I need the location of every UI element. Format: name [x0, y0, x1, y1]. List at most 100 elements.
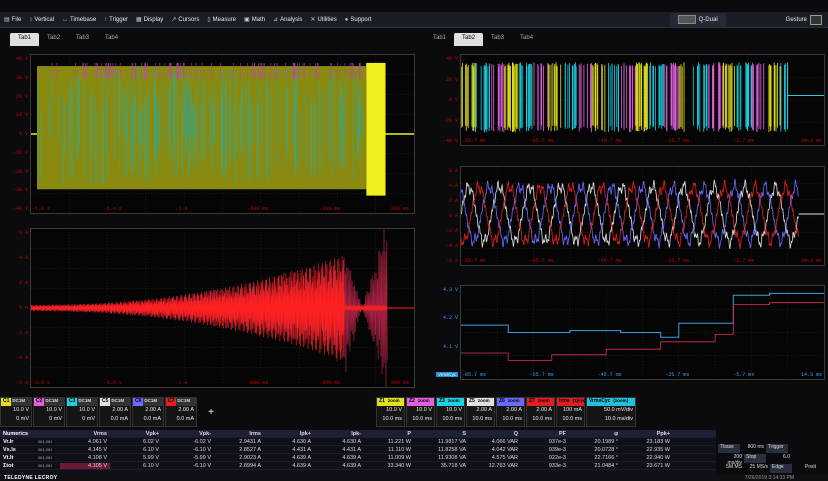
layout-label: Q-Dual	[699, 17, 718, 23]
table-cell: -6.10 V	[162, 447, 214, 453]
ltabs-tab-1[interactable]: Tab1	[10, 33, 39, 46]
rtabs-tab-4[interactable]: Tab4	[512, 33, 541, 46]
channel-header: C1 DC1M	[1, 398, 31, 406]
channel-descriptor-c7[interactable]: C7 DC1M 2.00 A 0.0 mA	[165, 397, 197, 427]
display-icon: ▦	[136, 16, 142, 23]
zoom-header: Z7 zoom	[527, 398, 554, 406]
table-row[interactable]: Vt.lt 061.061 4.108 V 5.99 V -5.99 V 2.9023 A…	[0, 454, 716, 462]
acquisition-status[interactable]: Tbase 800 ms Trigger 200 ms/div Stop 6.0 5M MS…	[718, 443, 828, 473]
menu-label: Trigger	[109, 17, 128, 23]
x-tick-label: -65.7 ms	[530, 258, 554, 264]
menu-timebase[interactable]: ↔ Timebase	[58, 17, 100, 23]
rtabs-tab-1[interactable]: Tab1	[425, 33, 454, 46]
menu-vertical[interactable]: ↕ Vertical	[25, 17, 58, 23]
table-row[interactable]: Σtot 061.061 4.105 V 6.10 V -6.10 V 2.8994 A 4…	[0, 462, 716, 470]
x-tick-label: 200 ms	[391, 380, 409, 386]
y-tick-label: 0 A	[4, 305, 28, 311]
add-channel-button[interactable]: +	[198, 397, 224, 427]
y-tick-label: 40 V	[4, 56, 28, 62]
column-header: P	[364, 431, 414, 437]
zoom-label: zoom	[507, 398, 524, 406]
zoom-label: (zoom)	[612, 398, 635, 406]
x-tick-label: -85.7 ms	[462, 258, 486, 264]
zoom-timebase: 10.0 ms	[497, 415, 524, 424]
ltabs-tab-2[interactable]: Tab2	[39, 33, 68, 46]
channel-descriptor-c1[interactable]: C1 DC1M 10.0 V 0 mV	[0, 397, 32, 427]
table-cell: -6.02 V	[162, 439, 214, 445]
y-tick-label: -6 A	[434, 258, 458, 264]
grid-top-left[interactable]	[30, 54, 415, 214]
table-cell: 33.340 W	[364, 463, 414, 469]
grid-top-right[interactable]	[460, 54, 825, 146]
zoom-id: Z3	[437, 398, 447, 406]
vertical-icon: ↕	[29, 17, 32, 23]
utilities-icon: ✕	[310, 16, 315, 23]
zoom-descriptor-z2[interactable]: Z2 zoom 10.0 V 10.0 ms	[406, 397, 435, 427]
zoom-id: VrmsCyc	[587, 398, 612, 406]
table-cell: 22.935 W	[621, 447, 673, 453]
zoom-header: Z6 zoom	[497, 398, 524, 406]
y-tick-label: 0 V	[434, 97, 458, 103]
y-tick-label: 6 A	[4, 230, 28, 236]
table-cell: 4.108 V	[60, 455, 110, 461]
channel-descriptor-c3[interactable]: C3 DC1M 10.0 V 0 mV	[66, 397, 98, 427]
menu-measure[interactable]: ▯ Measure	[203, 16, 240, 23]
column-header: Irms	[214, 431, 264, 437]
table-cell: 939e-3	[521, 447, 569, 453]
column-header: Vrms	[60, 431, 110, 437]
zoom-id: Z6	[497, 398, 507, 406]
grid-bottom-left[interactable]	[30, 228, 415, 388]
menu-cursors[interactable]: ↗ Cursors	[167, 16, 203, 23]
menu-file[interactable]: ▤ File	[0, 16, 25, 23]
menu-utilities[interactable]: ✕ Utilities	[306, 16, 340, 23]
x-tick-label: -65.7 ms	[530, 138, 554, 144]
zoom-label: zoom	[387, 398, 404, 406]
x-tick-label: 14.3 ms	[801, 138, 822, 144]
table-cell: 6.02 V	[110, 439, 162, 445]
channel-offset: 0.0 mA	[100, 415, 130, 424]
zoom-descriptor-z7[interactable]: Z7 zoom 2.00 A 10.0 ms	[526, 397, 555, 427]
layout-selector[interactable]: Q-Dual	[670, 13, 726, 27]
zoom-timebase: 10.0 ms	[467, 415, 494, 424]
channel-descriptor-c6[interactable]: C6 DC1M 2.00 A 0.0 mA	[132, 397, 164, 427]
zoom-descriptor-z6[interactable]: Z6 zoom 2.00 A 10.0 ms	[496, 397, 525, 427]
table-cell: 4.639 A	[264, 455, 314, 461]
zoom-descriptor-z1[interactable]: Z1 zoom 10.0 V 10.0 ms	[376, 397, 405, 427]
rtabs-tab-2[interactable]: Tab2	[454, 33, 483, 46]
status-row: 5M MS 25 MS/s Edge Posit	[718, 463, 828, 473]
menu-label: Timebase	[70, 17, 96, 23]
channel-scale: 2.00 A	[166, 406, 196, 415]
channel-descriptor-c2[interactable]: C2 DC1M 10.0 V 0 mV	[33, 397, 65, 427]
table-row[interactable]: Vs.ls 061.061 4.145 V 6.10 V -6.10 V 2.8527 A…	[0, 446, 716, 454]
zoom-descriptor-irms[interactable]: Irms (1)cyc 100 mA 10.0 ms	[556, 397, 585, 427]
table-cell: 4.066 VAR	[469, 439, 521, 445]
menu-math[interactable]: ▣ Math	[240, 16, 269, 23]
y-tick-label: 4 A	[434, 183, 458, 189]
table-cell: 6.10 V	[110, 447, 162, 453]
zoom-descriptor-vrmscyc[interactable]: VrmsCyc (zoom) 50.0 mV/div 10.0 ms/div	[586, 397, 636, 427]
table-cell: 4.639 A	[314, 463, 364, 469]
ltabs-tab-4[interactable]: Tab4	[97, 33, 126, 46]
channel-scale: 2.00 A	[133, 406, 163, 415]
ltabs-tab-3[interactable]: Tab3	[68, 33, 97, 46]
zoom-descriptor-z5[interactable]: Z5 zoom 2.00 A 10.0 ms	[466, 397, 495, 427]
y-tick-label: -4 A	[434, 243, 458, 249]
menu-display[interactable]: ▦ Display	[132, 16, 167, 23]
channel-offset: 0.0 mA	[133, 415, 163, 424]
menu-analysis[interactable]: ⊿ Analysis	[269, 16, 306, 23]
table-cell: 23.671 W	[621, 463, 673, 469]
grid-bottom-right[interactable]: VrmsCyc	[460, 285, 825, 380]
table-row[interactable]: Vr.lr 061.061 4.061 V 6.02 V -6.02 V 2.9431 A…	[0, 438, 716, 446]
zoom-header: VrmsCyc (zoom)	[587, 398, 635, 406]
menu-support[interactable]: ● Support	[341, 17, 376, 23]
gesture-toggle[interactable]: Gesture	[786, 15, 828, 25]
zoom-descriptor-z3[interactable]: Z3 zoom 10.0 V 10.0 ms	[436, 397, 465, 427]
timebase-icon: ↔	[62, 17, 68, 23]
menu-trigger[interactable]: ↑ Trigger	[100, 17, 132, 23]
grid-middle-right[interactable]	[460, 166, 825, 266]
channel-descriptor-c5[interactable]: C5 DC1M 2.00 A 0.0 mA	[99, 397, 131, 427]
table-cell: 6.10 V	[110, 463, 162, 469]
column-header: Ppk+	[621, 431, 673, 437]
x-tick-label: 200 ms	[391, 206, 409, 212]
rtabs-tab-3[interactable]: Tab3	[483, 33, 512, 46]
